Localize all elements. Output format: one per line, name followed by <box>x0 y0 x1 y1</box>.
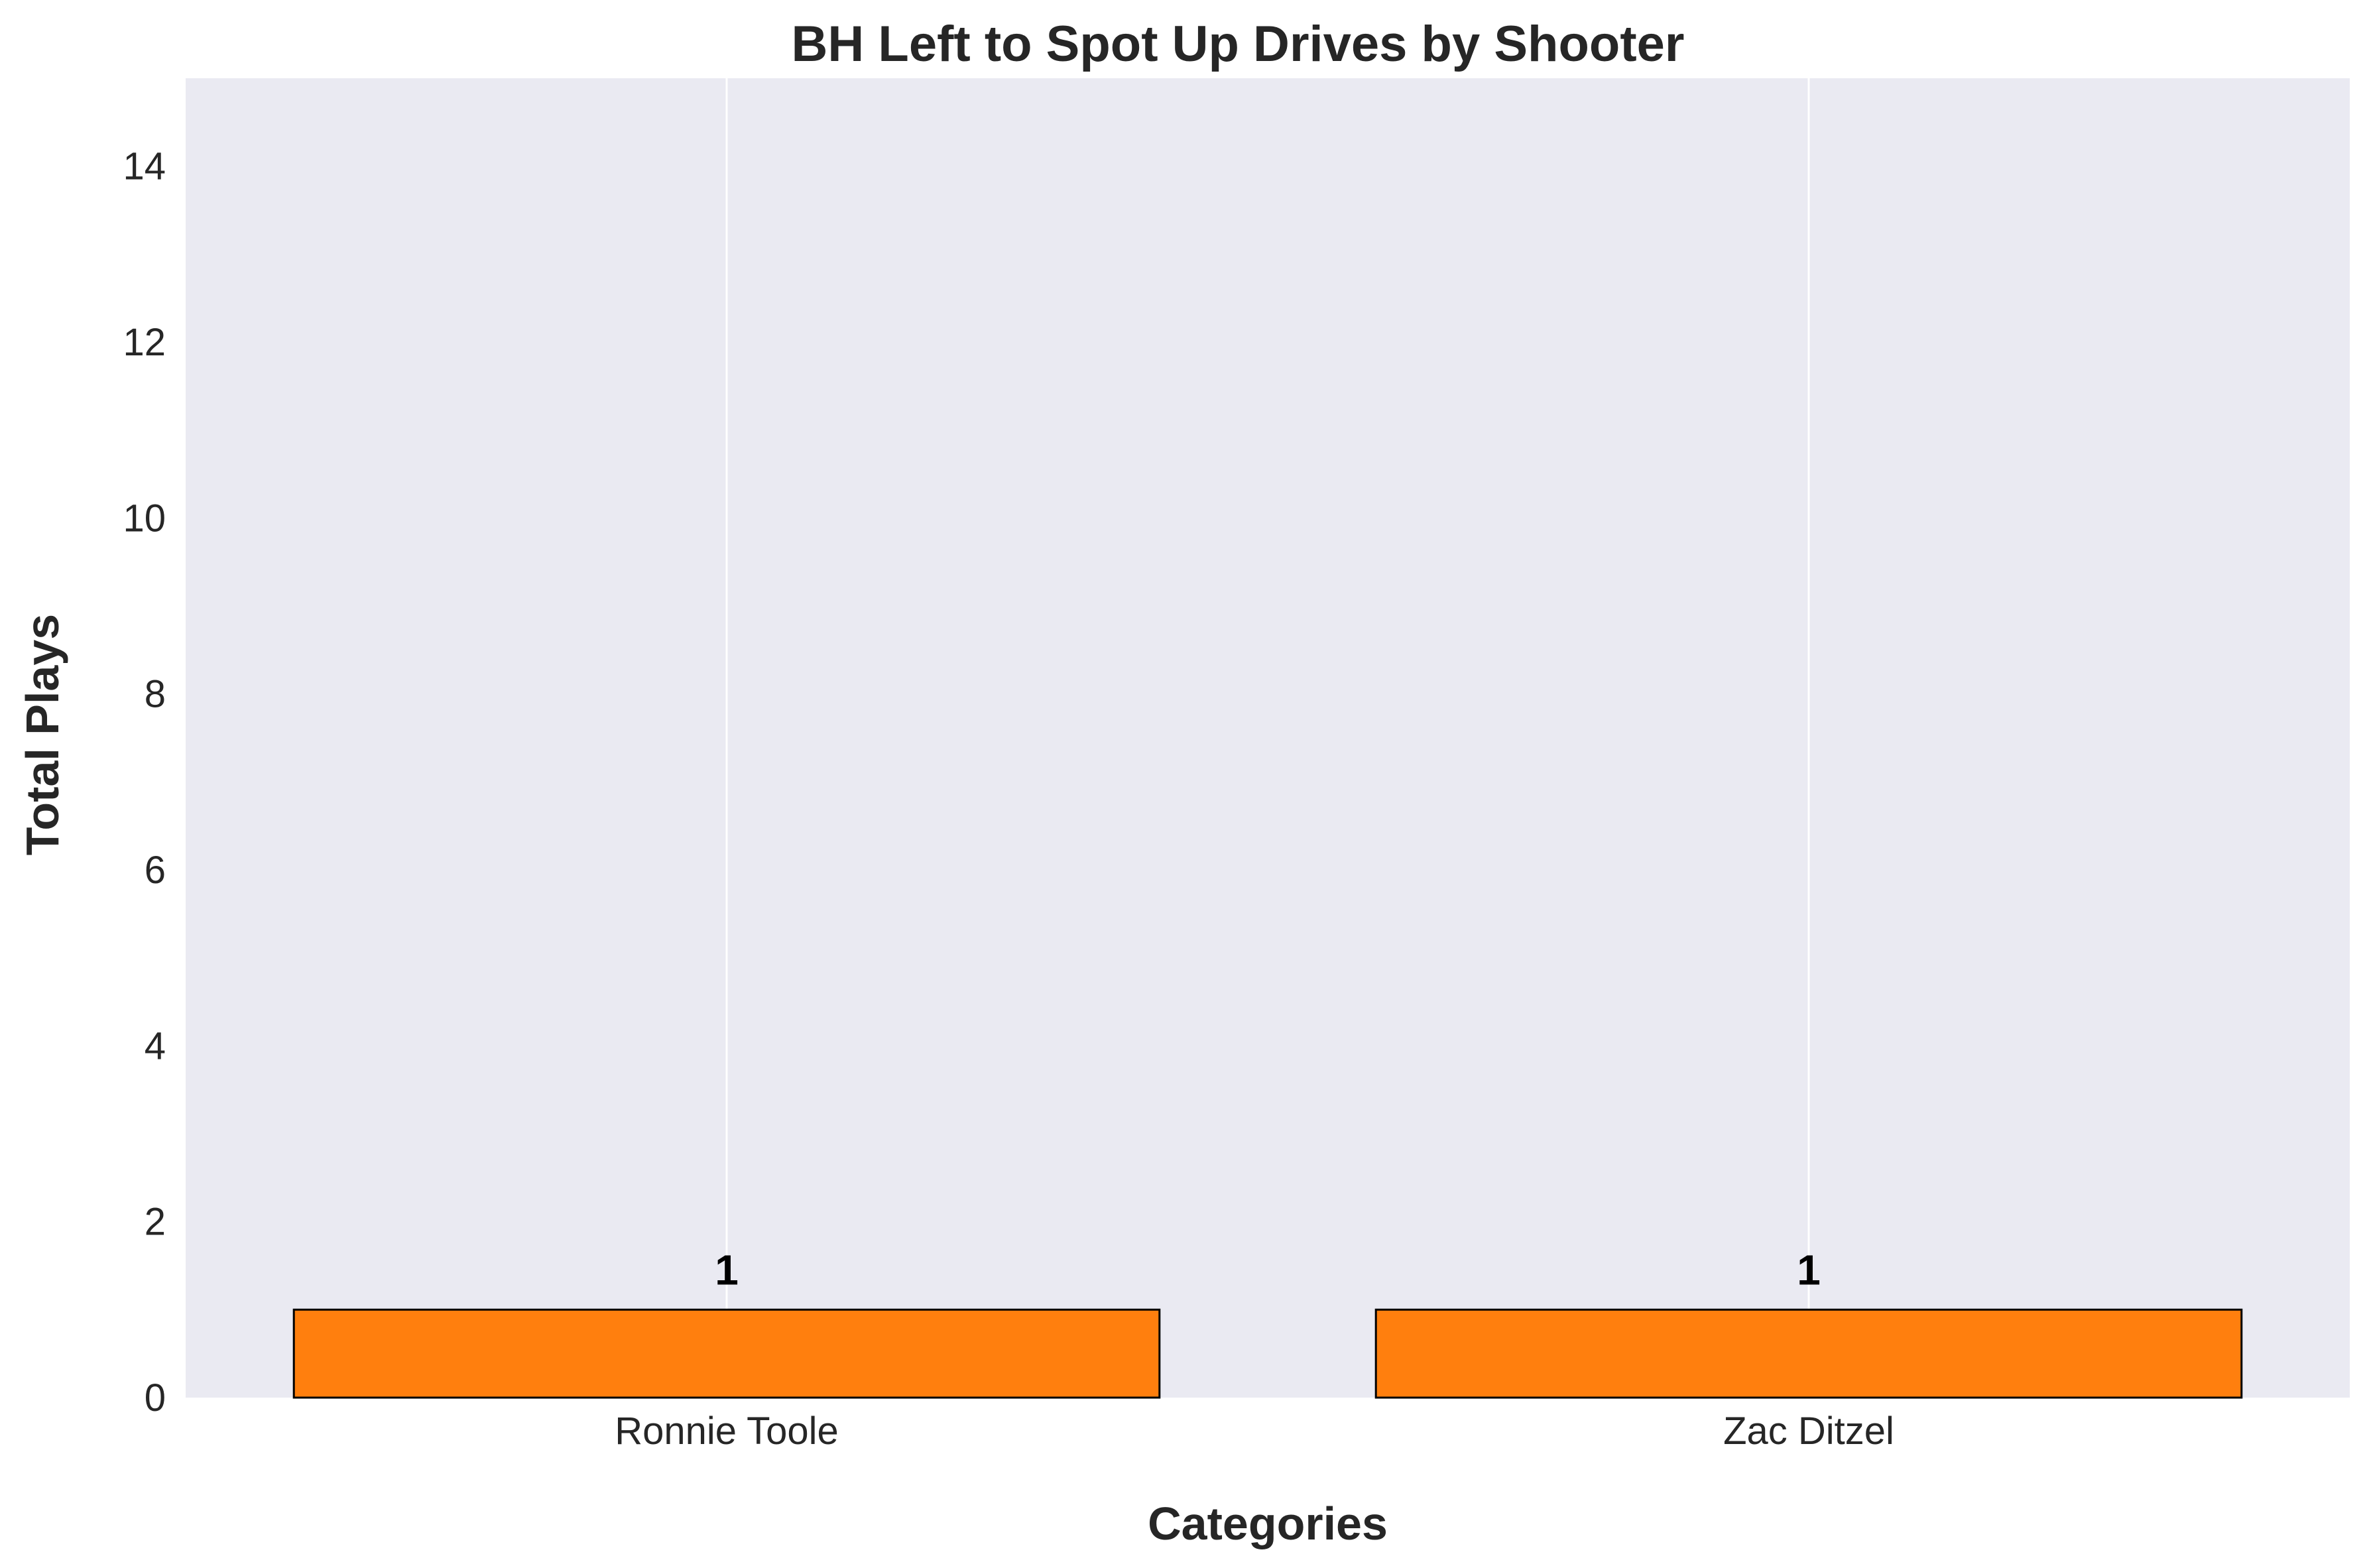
x-tick-label: Ronnie Toole <box>615 1410 839 1453</box>
y-tick-label: 4 <box>145 1024 166 1067</box>
y-axis-label: Total Plays <box>17 614 68 855</box>
y-tick-label: 6 <box>145 849 166 892</box>
y-tick-label: 0 <box>145 1376 166 1419</box>
data-label: 1 <box>1797 1246 1821 1294</box>
plot-area <box>186 78 2350 1398</box>
y-tick-label: 12 <box>123 321 166 364</box>
y-axis-ticks: 0 2 4 6 8 10 12 14 <box>123 145 166 1419</box>
bar <box>1374 1308 2243 1399</box>
y-tick-label: 10 <box>123 497 166 540</box>
y-tick-label: 8 <box>145 673 166 716</box>
grid-lines <box>725 78 1810 1398</box>
bar <box>292 1308 1161 1399</box>
x-axis-ticks: Ronnie Toole Zac Ditzel <box>615 1410 1894 1453</box>
x-tick-label: Zac Ditzel <box>1723 1410 1894 1453</box>
chart-title: BH Left to Spot Up Drives by Shooter <box>792 16 1685 72</box>
y-tick-label: 2 <box>145 1201 166 1244</box>
bars <box>292 1308 2243 1399</box>
data-label: 1 <box>715 1246 739 1294</box>
y-tick-label: 14 <box>123 145 166 188</box>
x-axis-label: Categories <box>1148 1498 1388 1549</box>
